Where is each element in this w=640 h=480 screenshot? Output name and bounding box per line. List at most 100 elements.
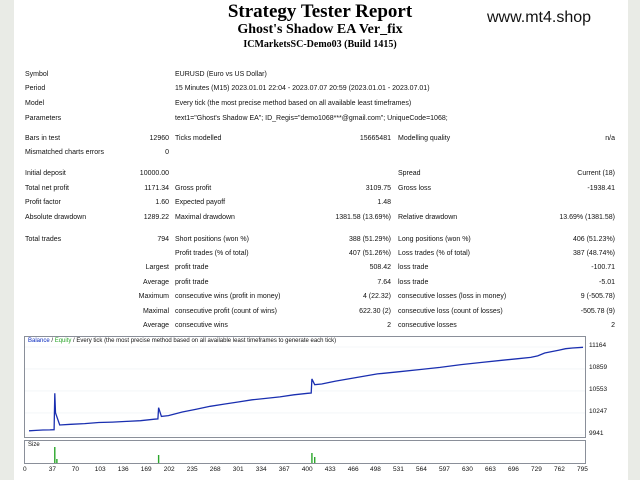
initial-deposit-value: 10000.00 <box>139 170 169 177</box>
gross-loss-label: Gross loss <box>398 185 432 192</box>
model-value: Every tick (the most precise method base… <box>175 100 412 107</box>
legend-sep: / <box>49 338 55 344</box>
abs-drawdown-label: Absolute drawdown <box>25 214 87 221</box>
ea-name: Ghost's Shadow EA Ver_fix <box>237 22 403 37</box>
x-tick-label: 136 <box>117 466 129 473</box>
x-tick-label: 37 <box>48 466 57 473</box>
size-bar <box>54 447 56 463</box>
abs-drawdown-value: 1289.22 <box>143 214 169 221</box>
x-tick-label: 202 <box>163 466 175 473</box>
average-profit-label: profit trade <box>175 279 209 286</box>
net-profit-value: 1171.34 <box>144 185 169 192</box>
y-tick-label: 11164 <box>589 342 607 349</box>
legend-balance: Balance <box>28 338 50 344</box>
profit-factor-value: 1.60 <box>155 199 169 206</box>
avg-wins-value: 2 <box>387 322 391 329</box>
largest-loss-value: -100.71 <box>591 264 615 271</box>
model-label: Model <box>25 100 45 107</box>
maximal-profit-label: consecutive profit (count of wins) <box>175 308 277 315</box>
loss-trades-label: Loss trades (% of total) <box>398 250 470 257</box>
period-value: 15 Minutes (M15) 2023.01.01 22:04 - 2023… <box>175 85 430 92</box>
x-tick-label: 400 <box>301 466 313 473</box>
quality-value: n/a <box>605 135 615 142</box>
balance-chart <box>24 336 586 438</box>
x-tick-label: 235 <box>186 466 198 473</box>
profit-trades-label: Profit trades (% of total) <box>175 250 249 257</box>
x-tick-label: 70 <box>71 466 79 473</box>
server-build: ICMarketsSC-Demo03 (Build 1415) <box>243 39 397 50</box>
x-tick-label: 334 <box>255 466 267 473</box>
average-loss-label: loss trade <box>398 279 429 286</box>
chart-legend: Balance / Equity / Every tick (the most … <box>28 338 336 344</box>
x-tick-label: 729 <box>531 466 542 473</box>
x-tick-label: 795 <box>577 466 588 473</box>
x-tick-label: 564 <box>416 466 427 473</box>
maximal-loss-value: -505.78 (9) <box>580 308 615 315</box>
x-tick-label: 597 <box>439 466 450 473</box>
long-positions-label: Long positions (won %) <box>398 236 471 243</box>
mismatch-label: Mismatched charts errors <box>25 149 104 156</box>
x-tick-label: 466 <box>347 466 359 473</box>
ticks-value: 15665481 <box>359 135 391 142</box>
x-tick-label: 268 <box>209 466 221 473</box>
average-loss-value: -5.01 <box>599 279 615 286</box>
short-positions-label: Short positions (won %) <box>175 236 249 243</box>
expected-payoff-value: 1.48 <box>377 199 391 206</box>
x-tick-label: 169 <box>140 466 152 473</box>
total-trades-label: Total trades <box>25 236 62 243</box>
legend-method: / Every tick (the most precise method ba… <box>71 338 337 344</box>
spread-label: Spread <box>398 170 421 177</box>
rel-drawdown-value: 13.69% (1381.58) <box>559 214 615 221</box>
average-profit-value: 7.64 <box>377 279 391 286</box>
max-drawdown-value: 1381.58 (13.69%) <box>335 214 391 221</box>
x-tick-label: 301 <box>232 466 244 473</box>
gross-loss-value: -1938.41 <box>587 185 615 192</box>
x-tick-label: 433 <box>324 466 336 473</box>
x-tick-label: 696 <box>508 466 519 473</box>
y-tick-label: 9941 <box>589 430 604 437</box>
avg-losses-label: consecutive losses <box>398 322 457 329</box>
balance-chart-svg <box>25 346 585 436</box>
x-tick-label: 630 <box>462 466 473 473</box>
balance-series-line <box>28 346 584 432</box>
x-tick-label: 0 <box>23 466 27 473</box>
max-wins-value: 4 (22.32) <box>362 293 391 300</box>
long-positions-value: 406 (51.23%) <box>572 236 615 243</box>
avg-wins-label: consecutive wins <box>175 322 228 329</box>
site-watermark: www.mt4.shop <box>487 9 592 26</box>
y-tick-label: 10247 <box>589 407 608 415</box>
size-bar <box>314 457 316 463</box>
profit-factor-label: Profit factor <box>25 199 61 206</box>
symbol-value: EURUSD (Euro vs US Dollar) <box>175 71 267 78</box>
gross-profit-label: Gross profit <box>175 185 212 192</box>
size-chart <box>24 440 586 464</box>
bars-label: Bars in test <box>25 135 61 142</box>
short-positions-value: 388 (51.29%) <box>348 236 391 243</box>
y-tick-label: 10859 <box>589 363 608 371</box>
avg-losses-value: 2 <box>611 322 615 329</box>
symbol-label: Symbol <box>25 71 49 78</box>
mismatch-value: 0 <box>165 149 169 156</box>
bars-value: 12960 <box>149 135 169 142</box>
max-losses-label: consecutive losses (loss in money) <box>398 293 507 300</box>
profit-trades-value: 407 (51.26%) <box>348 250 391 257</box>
params-value: text1="Ghost's Shadow EA"; ID_Regis="dem… <box>175 115 448 122</box>
x-tick-label: 498 <box>370 466 381 473</box>
size-chart-label: Size <box>28 442 40 448</box>
largest-loss-label: loss trade <box>398 264 429 271</box>
quality-label: Modelling quality <box>398 135 451 142</box>
avg-consecutive-label: Average <box>143 322 169 329</box>
expected-payoff-label: Expected payoff <box>175 199 226 206</box>
x-tick-label: 103 <box>94 466 106 473</box>
params-label: Parameters <box>25 115 62 122</box>
maximal-label: Maximal <box>142 308 169 315</box>
period-label: Period <box>25 85 46 92</box>
rel-drawdown-label: Relative drawdown <box>398 214 458 221</box>
ticks-label: Ticks modelled <box>175 135 222 142</box>
loss-trades-value: 387 (48.74%) <box>572 250 615 257</box>
title-text: Strategy Tester Report <box>227 1 413 22</box>
initial-deposit-label: Initial deposit <box>25 170 66 177</box>
size-bar <box>157 455 160 463</box>
size-bar <box>56 459 58 463</box>
x-tick-label: 762 <box>554 466 565 473</box>
